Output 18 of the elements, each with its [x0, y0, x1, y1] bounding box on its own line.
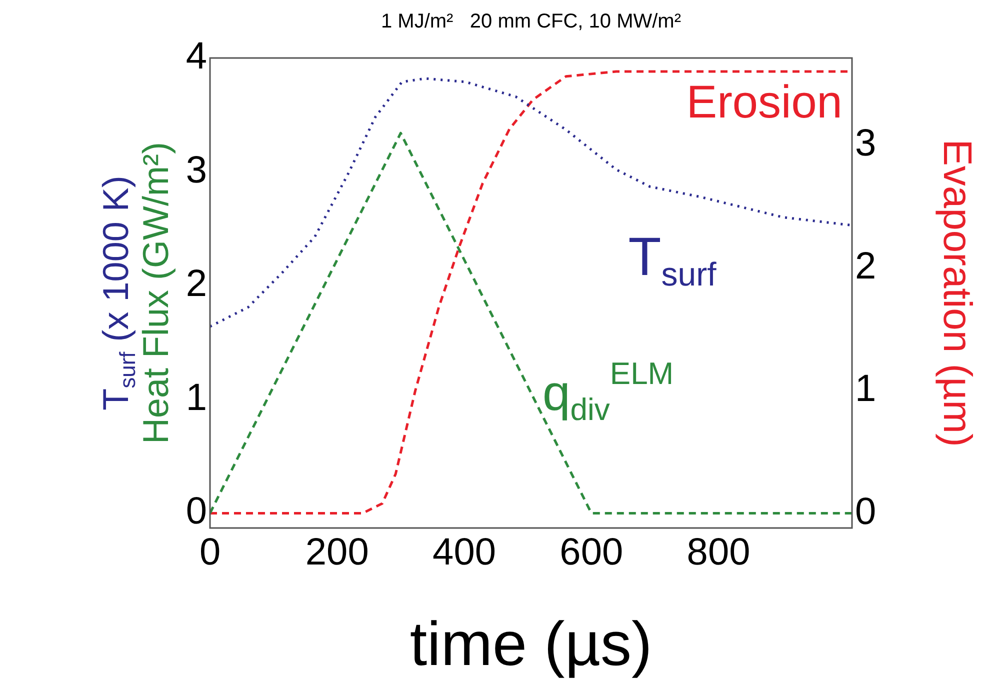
- y2-tick-label: 2: [855, 245, 876, 288]
- x-tick-label: 800: [686, 531, 750, 574]
- y-tick-label: 1: [186, 376, 207, 419]
- x-axis-title: time (µs): [410, 610, 652, 680]
- line-series: [210, 77, 852, 328]
- y2-axis-title: Evaporation (µm): [934, 139, 979, 447]
- x-tick-label: 600: [560, 531, 624, 574]
- y2-tick-label: 1: [855, 368, 876, 410]
- y-tick-label: 2: [186, 263, 207, 306]
- y2-tick-label: 3: [855, 122, 876, 165]
- series-label: Erosion: [686, 76, 842, 128]
- x-tick-label: 200: [305, 531, 369, 574]
- x-tick-label: 400: [432, 531, 496, 574]
- y-tick-label: 0: [186, 490, 207, 533]
- y-tick-label: 4: [186, 35, 207, 78]
- chart-title: 1 MJ/m² 20 mm CFC, 10 MW/m²: [381, 10, 682, 33]
- y-tick-label: 3: [186, 149, 207, 192]
- y2-tick-label: 0: [855, 490, 876, 533]
